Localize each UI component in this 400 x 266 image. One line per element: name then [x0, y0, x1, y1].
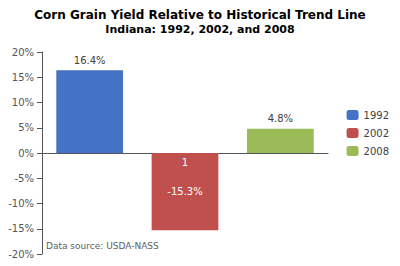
svg-text:20%: 20% [12, 47, 34, 58]
svg-text:Data source: USDA-NASS: Data source: USDA-NASS [46, 241, 159, 251]
svg-text:-10%: -10% [8, 198, 34, 209]
svg-text:Corn Grain Yield Relative to H: Corn Grain Yield Relative to Historical … [34, 8, 365, 22]
svg-text:-5%: -5% [15, 173, 34, 184]
svg-text:1992: 1992 [364, 110, 389, 121]
svg-text:15%: 15% [12, 72, 34, 83]
svg-text:-15.3%: -15.3% [167, 186, 202, 197]
svg-text:10%: 10% [12, 97, 34, 108]
svg-text:2002: 2002 [364, 128, 389, 139]
svg-text:Indiana: 1992, 2002, and 2008: Indiana: 1992, 2002, and 2008 [105, 23, 294, 36]
svg-text:2008: 2008 [364, 146, 389, 157]
svg-text:5%: 5% [18, 122, 34, 133]
svg-text:1: 1 [182, 157, 188, 168]
svg-text:0%: 0% [18, 148, 34, 159]
svg-text:-15%: -15% [8, 223, 34, 234]
svg-text:-20%: -20% [8, 249, 34, 260]
svg-text:4.8%: 4.8% [268, 113, 293, 124]
svg-text:16.4%: 16.4% [74, 55, 106, 66]
